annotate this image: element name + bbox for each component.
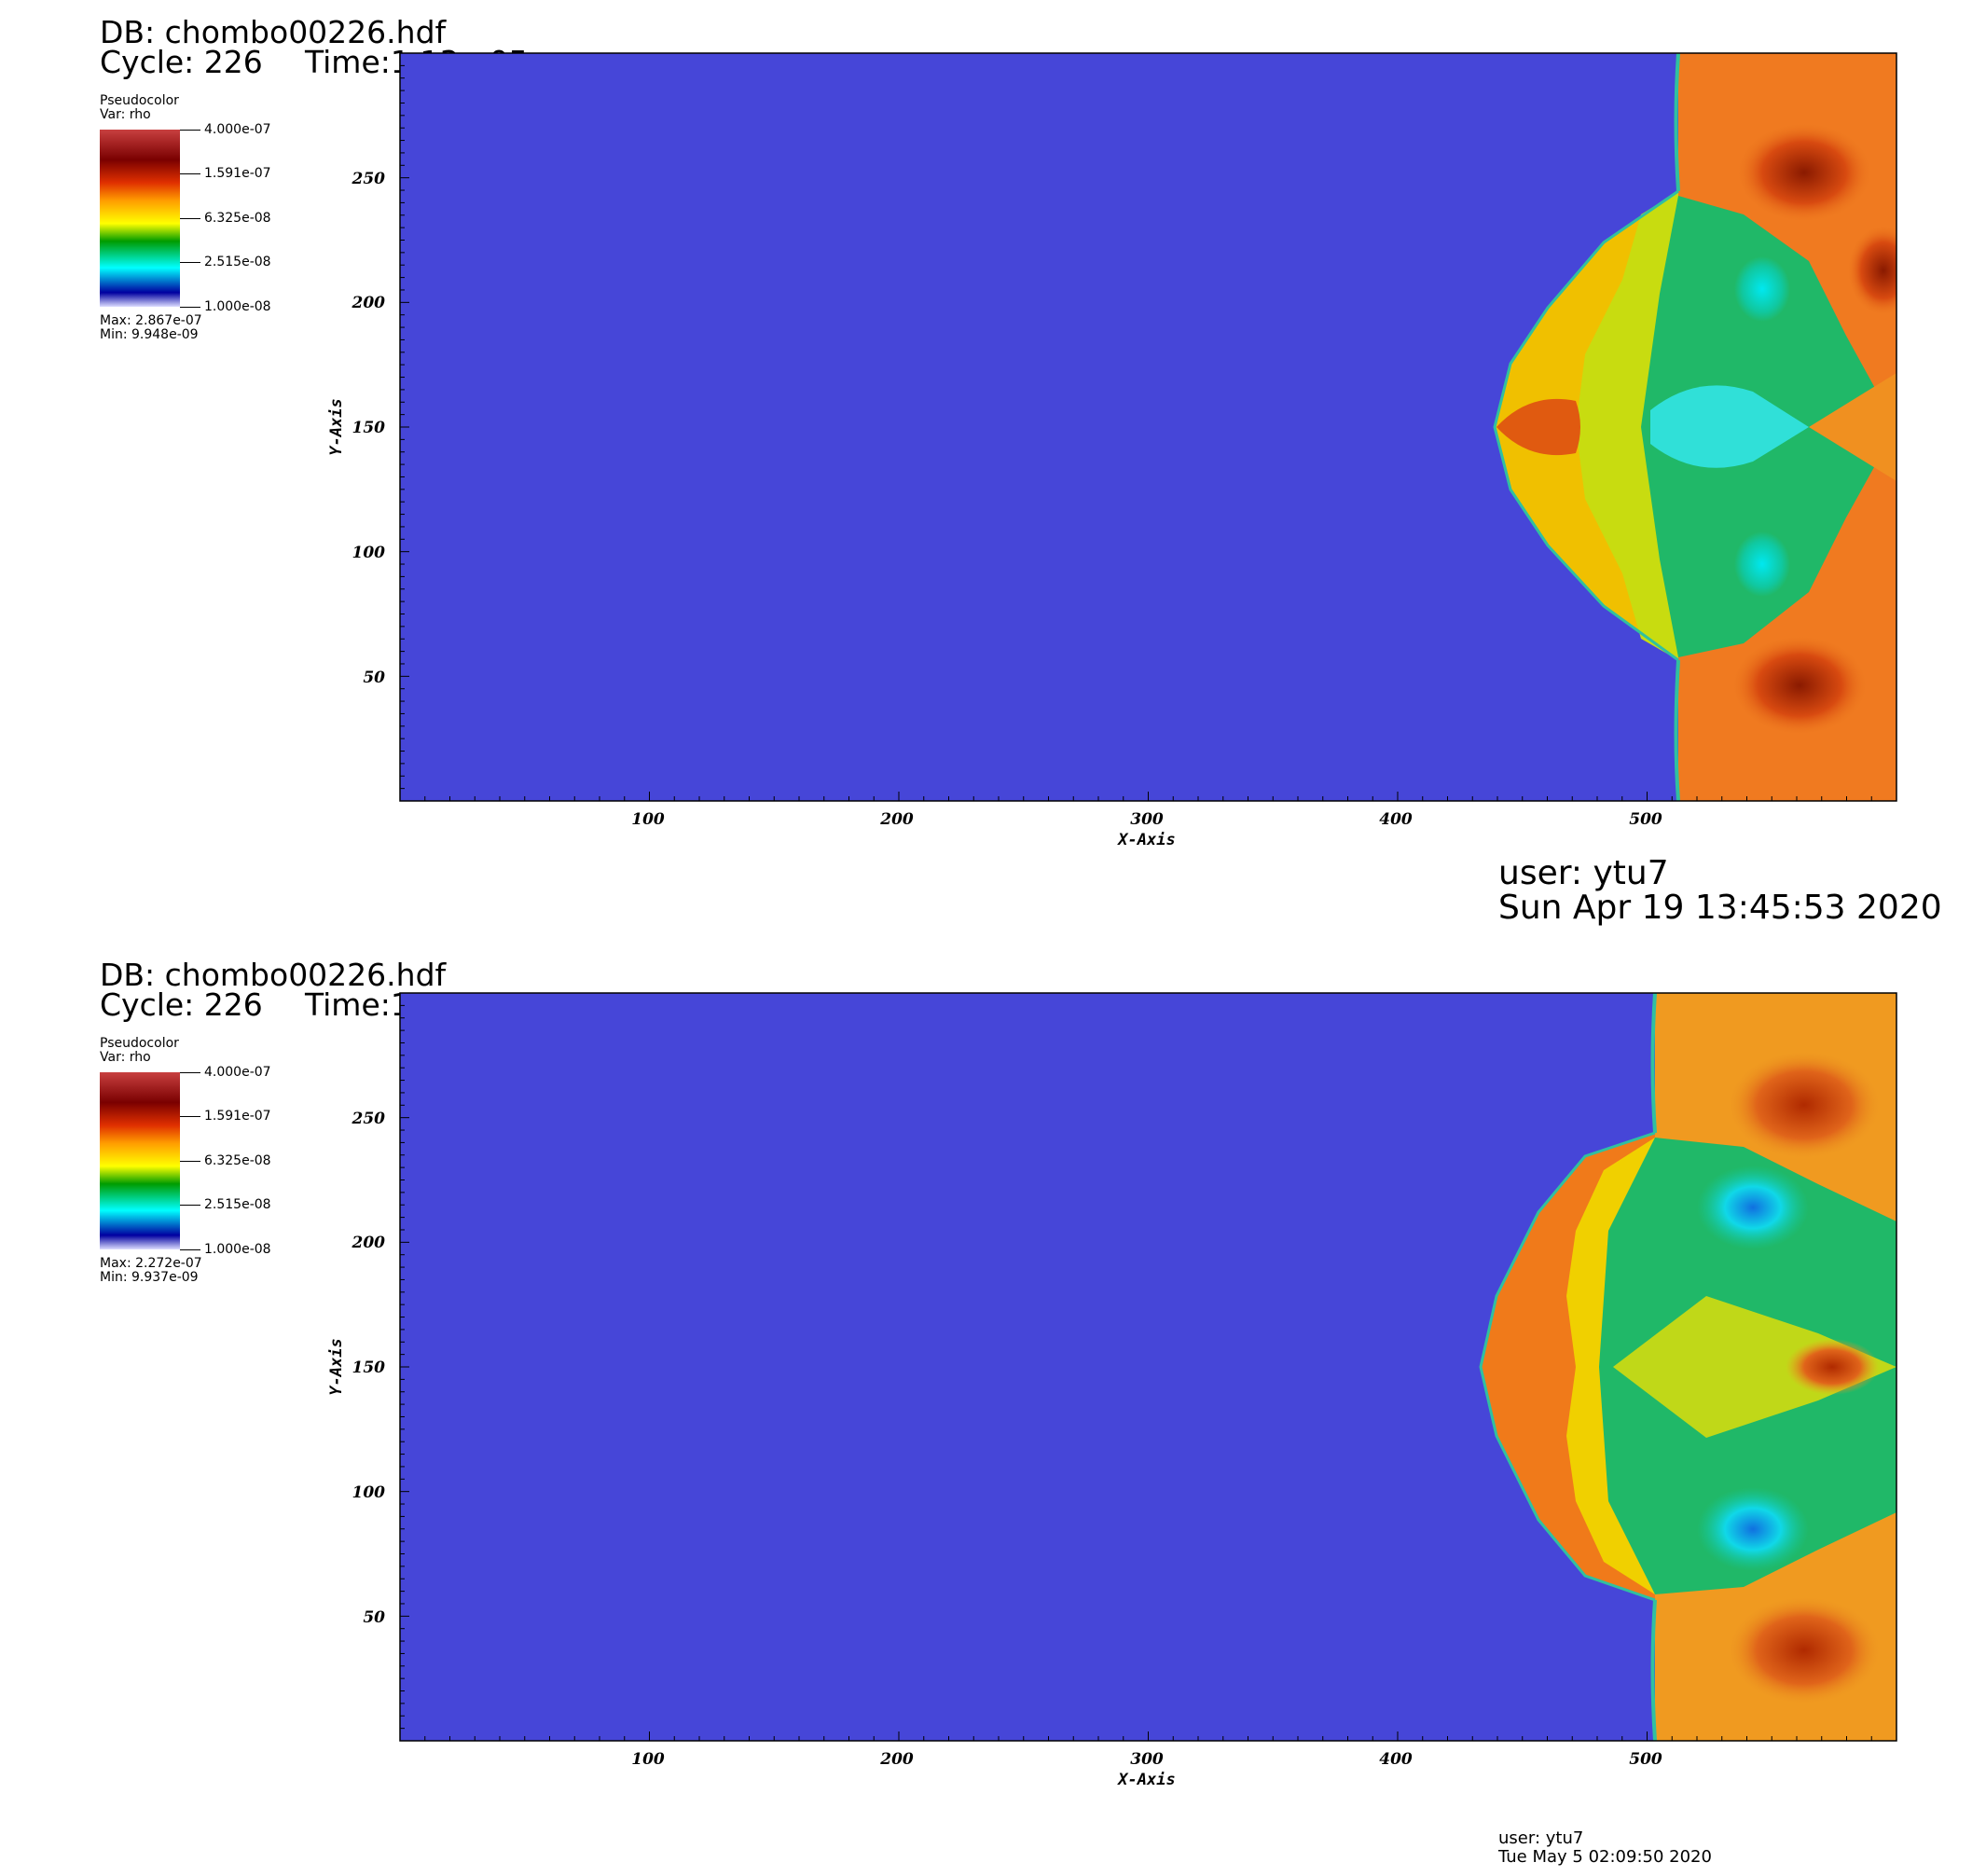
legend-tick-label: 1.000e-08 xyxy=(204,1242,271,1257)
y-tick-label: 50 xyxy=(363,669,385,687)
legend-tick-mark xyxy=(180,307,200,308)
axis-ticks xyxy=(400,1004,1872,1741)
y-tick-label: 50 xyxy=(363,1608,385,1627)
legend-tick-mark xyxy=(180,262,200,263)
x-tick-label: 300 xyxy=(1130,1750,1164,1769)
legend-tick-mark xyxy=(180,1205,200,1206)
legend-max: Max: 2.867e-07 xyxy=(100,313,202,328)
legend-tick-label: 1.000e-08 xyxy=(204,299,271,314)
x-tick-label: 500 xyxy=(1629,810,1662,829)
y-tick-label: 250 xyxy=(352,1110,386,1128)
legend-tick-label: 2.515e-08 xyxy=(204,1197,271,1212)
y-tick-label: 200 xyxy=(352,294,386,312)
legend-tick-label: 4.000e-07 xyxy=(204,1065,271,1080)
y-tick-label: 150 xyxy=(352,1359,386,1377)
x-tick-label: 100 xyxy=(631,1750,665,1769)
y-tick-label: 200 xyxy=(352,1234,386,1252)
legend-tick-mark xyxy=(180,218,200,219)
x-tick-label: 500 xyxy=(1629,1750,1662,1769)
legend-max: Max: 2.272e-07 xyxy=(100,1256,202,1271)
db-filename: DB: chombo00226.hdf xyxy=(100,14,447,50)
legend-tick-label: 1.591e-07 xyxy=(204,1109,271,1124)
x-tick-label: 400 xyxy=(1379,1750,1413,1769)
cycle-label: Cycle: 226 xyxy=(100,44,263,80)
user-label: user: ytu7 xyxy=(1498,1828,1584,1848)
legend-tick-label: 6.325e-08 xyxy=(204,1153,271,1168)
legend-tick-label: 2.515e-08 xyxy=(204,255,271,269)
y-tick-label: 100 xyxy=(352,1483,386,1502)
legend-color-bar xyxy=(100,1072,180,1249)
x-tick-label: 300 xyxy=(1130,810,1164,829)
x-axis-title: X-Axis xyxy=(1116,831,1175,849)
date-label: Sun Apr 19 13:45:53 2020 xyxy=(1498,889,1942,927)
x-tick-label: 100 xyxy=(631,810,665,829)
y-axis-title: Y-Axis xyxy=(327,398,346,455)
user-label: user: ytu7 xyxy=(1498,854,1669,892)
legend-var: Var: rho xyxy=(100,107,151,122)
y-tick-label: 100 xyxy=(352,544,386,562)
y-tick-label: 250 xyxy=(352,170,386,188)
legend-min: Min: 9.937e-09 xyxy=(100,1270,199,1285)
legend-min: Min: 9.948e-09 xyxy=(100,327,199,342)
legend-tick-label: 4.000e-07 xyxy=(204,122,271,137)
date-label: Tue May 5 02:09:50 2020 xyxy=(1498,1847,1712,1867)
x-axis-title: X-Axis xyxy=(1116,1771,1175,1789)
y-axis-title: Y-Axis xyxy=(327,1338,346,1395)
plot-image xyxy=(400,993,1896,1741)
pseudocolor-plot: 100 200 300 400 500 X-Axis 50 100 150 20… xyxy=(327,992,1897,1789)
pseudocolor-plot: 100 200 300 400 500 X-Axis 50 100 150 20… xyxy=(327,52,1897,849)
x-tick-label: 200 xyxy=(879,810,914,829)
legend-var: Var: rho xyxy=(100,1050,151,1065)
cycle-label: Cycle: 226 xyxy=(100,986,263,1023)
legend-tick-mark xyxy=(180,130,200,131)
plot-image xyxy=(400,53,1896,801)
x-tick-label: 200 xyxy=(879,1750,914,1769)
db-filename: DB: chombo00226.hdf xyxy=(100,957,447,993)
legend-tick-mark xyxy=(180,1072,200,1073)
legend-tick-label: 6.325e-08 xyxy=(204,211,271,226)
axis-ticks xyxy=(400,64,1872,801)
x-tick-label: 400 xyxy=(1379,810,1413,829)
legend-plot-type: Pseudocolor xyxy=(100,1036,179,1051)
legend-color-bar xyxy=(100,130,180,307)
y-tick-label: 150 xyxy=(352,419,386,437)
legend-tick-mark xyxy=(180,1116,200,1117)
legend-tick-mark xyxy=(180,173,200,174)
legend-tick-mark xyxy=(180,1161,200,1162)
legend-tick-mark xyxy=(180,1249,200,1250)
legend-plot-type: Pseudocolor xyxy=(100,93,179,108)
legend-tick-label: 1.591e-07 xyxy=(204,166,271,181)
